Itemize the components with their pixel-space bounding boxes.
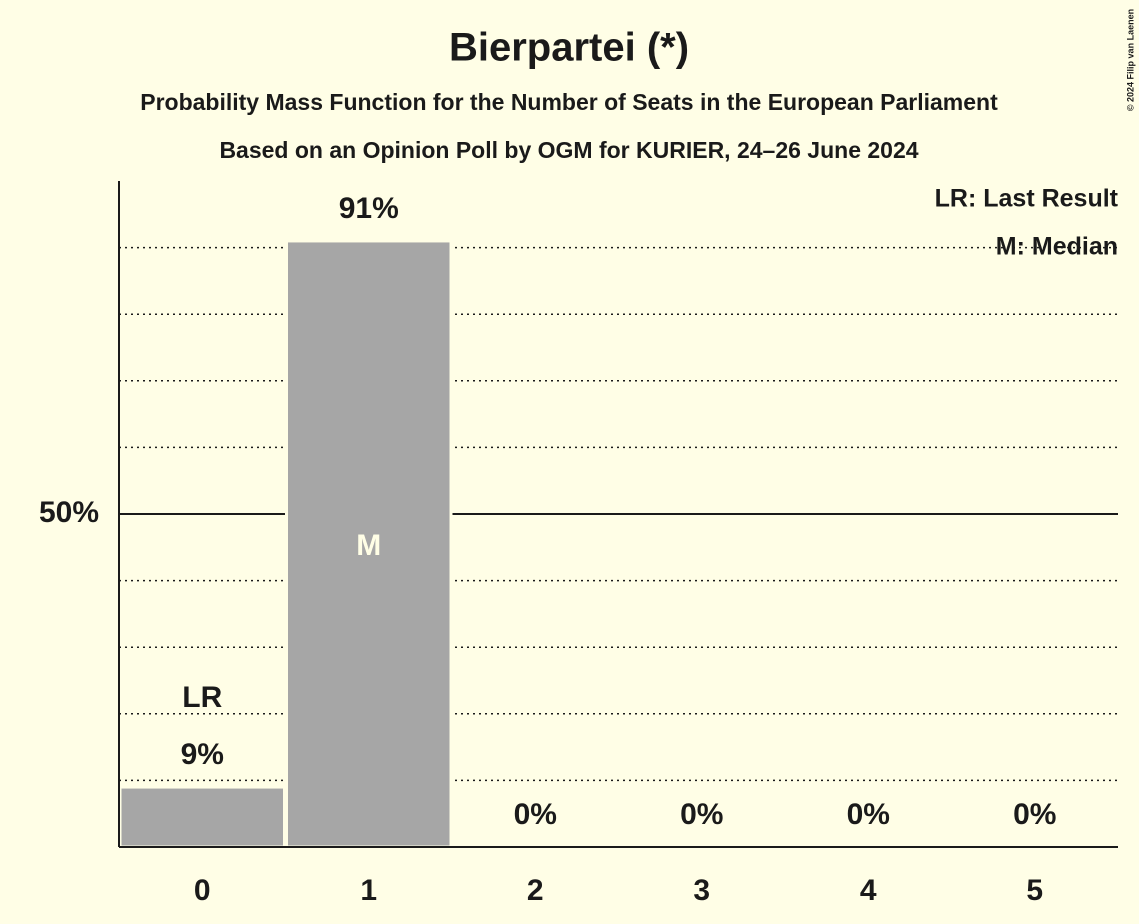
- x-tick-label: 3: [693, 874, 710, 907]
- bar: [285, 239, 453, 849]
- chart-title: Bierpartei (*): [449, 26, 689, 70]
- chart-subtitle: Probability Mass Function for the Number…: [140, 89, 998, 115]
- y-tick-label: 50%: [39, 496, 99, 529]
- value-label: 9%: [181, 738, 224, 771]
- legend-entry: LR: Last Result: [935, 185, 1119, 213]
- x-tick-label: 0: [194, 874, 211, 907]
- value-label: 0%: [514, 798, 557, 831]
- annotation: M: [356, 529, 381, 562]
- value-label: 0%: [1013, 798, 1056, 831]
- annotation: LR: [182, 681, 222, 714]
- chart-subtitle: Based on an Opinion Poll by OGM for KURI…: [219, 137, 918, 163]
- value-label: 0%: [847, 798, 890, 831]
- value-label: 0%: [680, 798, 723, 831]
- legend-entry: M: Median: [996, 233, 1118, 261]
- x-tick-label: 1: [360, 874, 377, 907]
- bar: [118, 785, 286, 849]
- x-tick-label: 2: [527, 874, 544, 907]
- x-tick-label: 5: [1026, 874, 1043, 907]
- value-label: 91%: [339, 192, 399, 225]
- x-tick-label: 4: [860, 874, 877, 907]
- copyright: © 2024 Filip van Laenen: [1125, 9, 1135, 111]
